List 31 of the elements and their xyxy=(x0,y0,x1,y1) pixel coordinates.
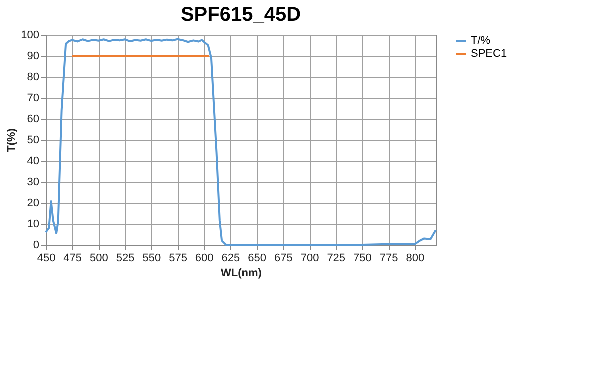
x-tick-label: 725 xyxy=(327,252,346,264)
x-tick-label: 575 xyxy=(169,252,188,264)
y-tick-label: 40 xyxy=(27,156,40,168)
y-tick-label: 0 xyxy=(33,240,40,252)
x-tick-label: 800 xyxy=(406,252,425,264)
y-tick-label: 50 xyxy=(27,134,40,146)
y-tick-label: 60 xyxy=(27,114,40,126)
chart-title: SPF615_45D xyxy=(180,4,302,26)
y-tick-label: 80 xyxy=(27,72,40,84)
x-tick-label: 675 xyxy=(274,252,293,264)
x-tick-label: 600 xyxy=(195,252,214,264)
x-tick-label: 550 xyxy=(142,252,162,264)
x-tick-label: 750 xyxy=(354,252,372,264)
legend-label: SPEC1 xyxy=(471,48,508,60)
y-tick-label: 70 xyxy=(27,92,40,104)
y-axis-title: T(%) xyxy=(6,128,18,152)
y-tick-label: 90 xyxy=(27,50,40,62)
x-tick-label: 625 xyxy=(222,252,240,264)
x-tick-label: 775 xyxy=(380,252,398,264)
y-tick-label: 10 xyxy=(27,218,40,230)
x-tick-label: 500 xyxy=(90,252,108,264)
x-tick-label: 700 xyxy=(300,252,320,264)
legend-label: T/% xyxy=(471,35,491,47)
x-tick-label: 650 xyxy=(248,252,266,264)
y-tick-label: 30 xyxy=(27,176,40,188)
x-tick-label: 475 xyxy=(64,252,82,264)
x-axis-title: WL(nm) xyxy=(221,268,262,280)
y-tick-label: 20 xyxy=(27,198,40,210)
x-tick-label: 525 xyxy=(116,252,135,264)
x-tick-label: 450 xyxy=(37,252,56,264)
y-tick-label: 100 xyxy=(21,30,40,42)
